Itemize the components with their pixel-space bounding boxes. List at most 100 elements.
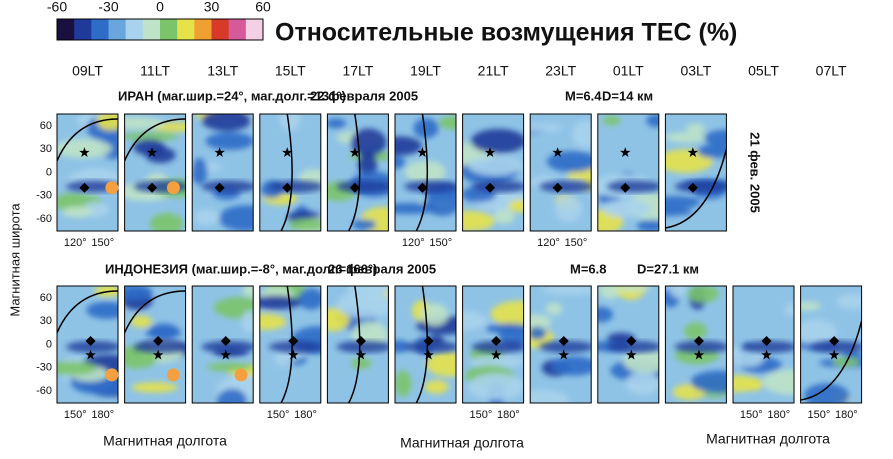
map-blob [468, 156, 523, 176]
map-field [462, 114, 524, 231]
colorbar-tick: 0 [156, 0, 164, 15]
map-blob [800, 319, 837, 345]
map-blob [572, 120, 592, 148]
map-frame [191, 285, 254, 404]
map-field [530, 286, 592, 403]
y-tick-label: -60 [36, 213, 52, 225]
map-frame [394, 285, 457, 404]
terminator [57, 290, 118, 334]
map-band [66, 180, 118, 193]
map-blob [668, 286, 687, 298]
y-tick-label: 60 [40, 292, 52, 304]
map-blob [395, 156, 406, 169]
map-blob [275, 352, 294, 367]
map-panel [529, 285, 592, 404]
map-blob [470, 128, 524, 154]
map-frame [56, 113, 119, 232]
colorbar-cell [74, 19, 92, 40]
epicenter-star [355, 349, 367, 360]
map-band [742, 340, 794, 353]
colorbar-cell [57, 19, 75, 40]
map-blobs [206, 286, 254, 403]
sun-marker [105, 368, 119, 382]
x-tick-label: 180° [497, 409, 520, 421]
map-blob [665, 132, 709, 143]
map-frame [394, 113, 457, 232]
epicenter-star [423, 349, 434, 360]
map-band [539, 180, 592, 193]
x-axis-label: Магнитная долгота [706, 431, 830, 447]
map-field [327, 286, 389, 403]
map-band [201, 180, 254, 193]
x-tick-label: 120° [402, 237, 425, 249]
map-blob [395, 340, 410, 353]
x-tick-label: 150° [740, 409, 763, 421]
x-tick-label: 150° [470, 409, 493, 421]
row-date: 22 февраля 2005 [310, 88, 418, 103]
map-blob [217, 388, 247, 403]
map-blob [690, 370, 727, 394]
map-frame [124, 113, 187, 232]
map-blob [57, 361, 97, 376]
colorbar-cell [108, 19, 127, 40]
epicenter-star [828, 349, 840, 360]
row-depth: D=14 км [602, 88, 653, 103]
terminator [348, 114, 361, 231]
colorbar-tick: 30 [204, 0, 220, 15]
station-diamond [620, 182, 631, 193]
station-diamond [687, 182, 698, 193]
station-diamond [626, 335, 637, 346]
station-diamond [558, 335, 569, 346]
colorbar-cell [160, 19, 178, 40]
map-panel [732, 285, 795, 404]
map-field [462, 286, 524, 403]
colorbar-cell [245, 19, 264, 40]
map-blob [551, 356, 592, 376]
epicenter-star [220, 349, 231, 360]
map-panel [394, 285, 457, 404]
map-frame [597, 113, 660, 232]
x-tick-label: 180° [91, 409, 114, 421]
map-panel [326, 285, 389, 404]
terminator [280, 114, 293, 231]
x-tick-label: 150° [808, 409, 831, 421]
map-blob [665, 195, 701, 209]
map-panel [124, 113, 187, 232]
x-tick-label: 150° [565, 237, 588, 249]
map-blobs [733, 303, 794, 395]
map-blobs [192, 114, 254, 231]
time-label: 03LT [680, 63, 711, 79]
colorbar-tick: -60 [47, 0, 67, 15]
station-diamond [829, 335, 840, 346]
x-tick-label: 180° [294, 409, 317, 421]
map-panel [326, 113, 389, 232]
map-blob [395, 370, 412, 397]
epicenter-star [349, 147, 361, 158]
epicenter-star [484, 147, 496, 158]
station-diamond [552, 182, 563, 193]
map-field [597, 286, 659, 403]
map-panel [597, 285, 660, 404]
map-blob [404, 160, 446, 184]
epicenter-star [761, 349, 772, 360]
epicenter-star [282, 147, 293, 158]
y-tick-label: -60 [36, 385, 52, 397]
epicenter-star [146, 147, 158, 158]
station-diamond [693, 335, 704, 346]
map-panel [664, 113, 727, 232]
map-band [606, 180, 659, 193]
station-diamond [220, 335, 231, 346]
colorbar-tick: -30 [98, 0, 118, 15]
colorbar-tick: 60 [255, 0, 271, 15]
station-diamond [85, 335, 96, 346]
map-blob [438, 115, 456, 130]
map-frame [664, 113, 727, 232]
colorbar-cell [177, 19, 195, 40]
map-field [665, 286, 727, 403]
time-label: 21LT [478, 63, 509, 79]
x-tick-label: 150° [429, 237, 452, 249]
map-field [124, 286, 186, 403]
map-blob [646, 114, 659, 128]
map-blob [545, 302, 563, 316]
